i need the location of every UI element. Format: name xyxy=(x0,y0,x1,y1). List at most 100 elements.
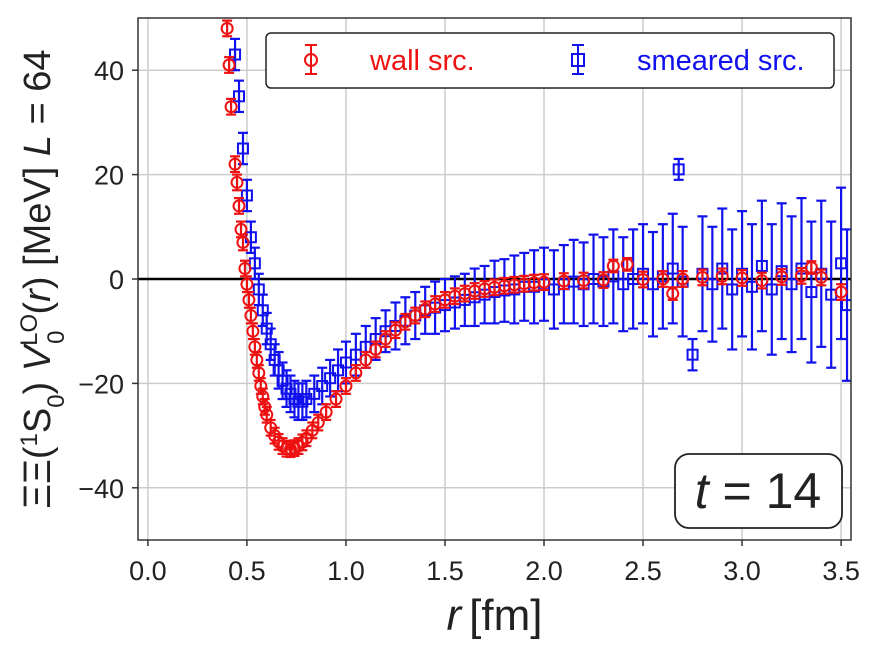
ylabel-prefix: ΞΞ( xyxy=(17,446,59,508)
wall-src-point xyxy=(636,270,650,289)
wall-src-point xyxy=(596,271,610,289)
data-point xyxy=(238,262,252,276)
data-point xyxy=(316,380,329,393)
wall-src-point xyxy=(527,273,541,292)
wall-src-point xyxy=(656,270,670,288)
data-point xyxy=(834,285,848,299)
data-point xyxy=(242,293,256,307)
data-point xyxy=(359,353,373,367)
wall-src-point xyxy=(319,403,333,422)
y-tick-label: 0 xyxy=(109,265,124,295)
data-point xyxy=(794,269,808,283)
legend: wall src. smeared src. xyxy=(265,32,835,89)
wall-src-point xyxy=(398,312,412,331)
ylabel-sub0: 0 xyxy=(43,394,70,407)
ylabel-sub-v: 0 xyxy=(43,330,70,343)
wall-src-point xyxy=(242,290,256,309)
data-point xyxy=(236,235,250,249)
wall-src-point xyxy=(577,271,591,290)
data-point xyxy=(726,283,739,296)
data-point xyxy=(686,348,699,361)
wall-src-point xyxy=(349,364,363,382)
annotation-var: t xyxy=(695,463,711,519)
wall-src-point xyxy=(232,196,246,215)
wall-src-point xyxy=(238,259,252,278)
data-point xyxy=(349,348,362,361)
data-point xyxy=(240,189,253,202)
smeared-src-point xyxy=(686,337,699,372)
smeared-src-point xyxy=(825,220,838,369)
wall-src-point xyxy=(246,322,260,341)
data-point xyxy=(577,274,591,288)
annotation-value: = 14 xyxy=(709,463,822,519)
data-point xyxy=(398,315,412,329)
smeared-src-point xyxy=(835,186,848,341)
wall-src-point xyxy=(329,390,343,408)
wall-src-point xyxy=(339,377,353,395)
wall-src-point xyxy=(408,306,422,325)
wall-src-point xyxy=(458,284,472,303)
ylabel-s: S xyxy=(17,408,59,433)
wall-src-point xyxy=(695,268,709,287)
wall-src-point xyxy=(557,272,571,291)
wall-src-point xyxy=(236,233,250,252)
smeared-src-point xyxy=(765,223,778,356)
data-point xyxy=(672,163,685,176)
x-tick-label: 2.0 xyxy=(525,556,563,586)
annotation-box xyxy=(674,453,843,529)
data-point xyxy=(606,259,620,273)
wall-src-point xyxy=(715,267,729,286)
wall-src-point xyxy=(755,271,769,290)
x-tick-label: 0.0 xyxy=(129,556,167,586)
wall-src-point xyxy=(794,266,808,285)
wall-src-point xyxy=(814,268,828,287)
data-point xyxy=(715,269,729,283)
data-point xyxy=(735,271,749,285)
ylabel-r-close: ) [MeV] xyxy=(17,156,59,289)
smeared-src-point xyxy=(627,228,640,330)
data-point xyxy=(814,270,828,284)
smeared-src-point xyxy=(745,223,758,351)
wall-src-point xyxy=(224,97,238,116)
data-point xyxy=(805,286,818,299)
data-point xyxy=(349,366,363,380)
smeared-src-point xyxy=(785,215,798,354)
data-point xyxy=(596,273,610,287)
wall-src-point xyxy=(666,286,680,301)
data-point xyxy=(557,274,571,288)
plot-area xyxy=(220,19,851,459)
legend-box xyxy=(265,32,835,89)
wall-src-point xyxy=(620,257,634,272)
data-point xyxy=(646,278,659,291)
data-point xyxy=(244,309,258,323)
data-point xyxy=(230,175,244,189)
ylabel-r: r xyxy=(17,288,59,302)
wall-src-point xyxy=(775,267,789,286)
y-axis-label: ΞΞ(1S0) VLO0(r) [MeV] L = 64 xyxy=(16,49,70,508)
data-point xyxy=(408,309,422,323)
wall-src-point xyxy=(418,300,432,319)
data-point xyxy=(676,272,690,286)
data-point xyxy=(537,275,551,289)
wall-src-point xyxy=(676,270,690,288)
data-point xyxy=(233,90,246,103)
data-point xyxy=(232,199,246,213)
wall-src-point xyxy=(220,19,234,38)
x-axis-label-var: r xyxy=(447,591,464,640)
data-point xyxy=(339,379,353,393)
wall-src-point xyxy=(804,260,818,275)
data-point xyxy=(311,416,325,430)
data-point xyxy=(620,257,634,271)
smeared-src-point xyxy=(726,228,739,351)
wall-src-point xyxy=(222,56,236,74)
data-point xyxy=(841,299,851,312)
data-point xyxy=(666,287,680,301)
data-point xyxy=(256,304,269,317)
y-tick-label: 20 xyxy=(94,161,124,191)
data-point xyxy=(332,364,345,377)
data-point xyxy=(236,142,249,155)
wall-src-point xyxy=(735,269,749,287)
x-tick-label: 1.0 xyxy=(327,556,365,586)
annotation-text: t = 14 xyxy=(695,463,822,519)
